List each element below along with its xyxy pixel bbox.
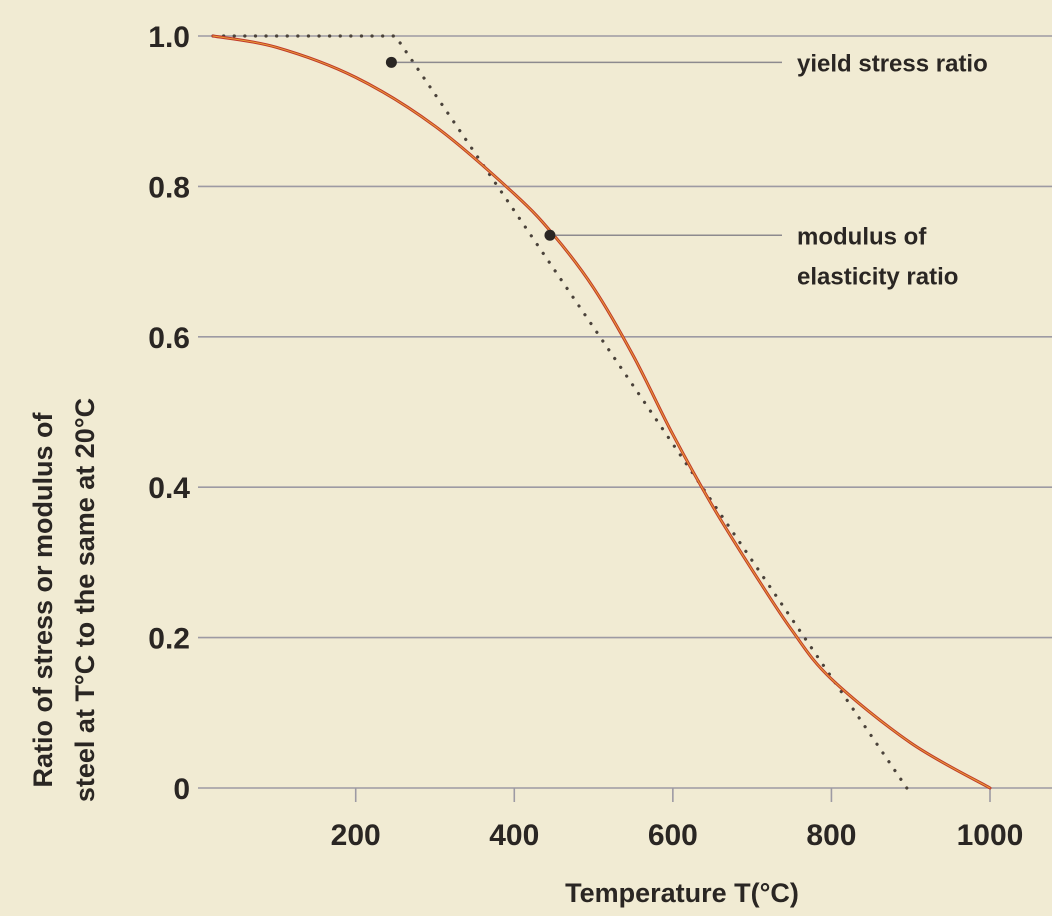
annotation-label-1-0: modulus of bbox=[797, 223, 927, 250]
y-axis-tick-labels: 0 0.2 0.4 0.6 0.8 1.0 bbox=[148, 21, 190, 806]
x-axis-title: Temperature T(°C) bbox=[565, 878, 799, 908]
y-tick-label-2: 0.4 bbox=[148, 472, 190, 505]
y-tick-label-4: 0.8 bbox=[148, 171, 190, 204]
annotation-label-0-0: yield stress ratio bbox=[797, 50, 988, 77]
annotation-label-1-1: elasticity ratio bbox=[797, 263, 958, 290]
x-tick-label-4: 1000 bbox=[957, 819, 1024, 852]
y-axis-title-line-2: steel at T°C to the same at 20°C bbox=[70, 398, 100, 802]
annotations: yield stress ratio modulus of elasticity r… bbox=[385, 50, 988, 290]
y-tick-label-3: 0.6 bbox=[148, 322, 190, 355]
series-line-highlight-modulus-of-elasticity-ratio bbox=[212, 35, 991, 789]
y-axis-title: Ratio of stress or modulus of steel at T… bbox=[28, 398, 100, 802]
series-layer bbox=[211, 34, 992, 790]
x-tick-label-2: 600 bbox=[648, 819, 698, 852]
x-axis-tick-labels: 200 400 600 800 1000 bbox=[331, 819, 1024, 852]
y-tick-label-0: 0 bbox=[173, 773, 190, 806]
x-tick-label-0: 200 bbox=[331, 819, 381, 852]
x-tick-label-1: 400 bbox=[489, 819, 539, 852]
y-tick-label-1: 0.2 bbox=[148, 623, 190, 656]
y-axis-title-line-1: Ratio of stress or modulus of bbox=[28, 411, 58, 787]
annotation-point-1 bbox=[544, 229, 556, 241]
annotation-point-0 bbox=[385, 56, 397, 68]
y-tick-label-5: 1.0 bbox=[148, 21, 190, 54]
x-tick-label-3: 800 bbox=[806, 819, 856, 852]
